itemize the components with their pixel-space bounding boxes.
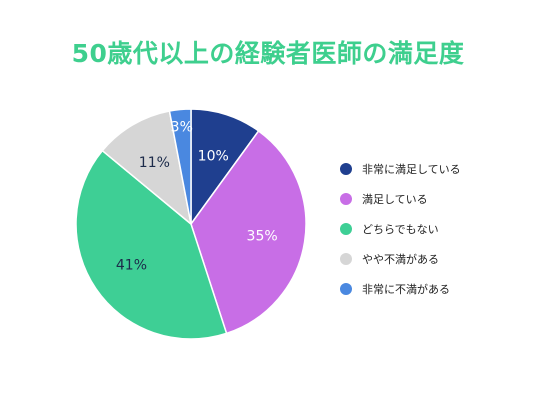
pie-slice-5 [168, 108, 192, 225]
legend-label: 非常に不満がある [362, 283, 450, 296]
legend-item-3: どちらでもない [340, 214, 461, 244]
legend: 非常に満足している 満足している どちらでもない やや不満がある 非常に不満がある [340, 154, 461, 304]
legend-item-5: 非常に不満がある [340, 274, 461, 304]
legend-swatch [340, 283, 352, 295]
pie-slice-label-3: 41% [116, 257, 147, 273]
legend-swatch [340, 223, 352, 235]
legend-label: やや不満がある [362, 253, 439, 266]
pie-slice-label-4: 11% [139, 155, 170, 171]
pie-slice-4 [101, 110, 193, 226]
legend-item-1: 非常に満足している [340, 154, 461, 184]
chart-title: 50歳代以上の経験者医師の満足度 [71, 39, 465, 68]
pie-slice-label-1: 10% [198, 149, 229, 165]
legend-item-4: やや不満がある [340, 244, 461, 274]
pie-slice-label-2: 35% [247, 228, 278, 244]
pie-slice-3 [75, 149, 228, 340]
legend-label: 非常に満足している [362, 163, 461, 176]
legend-swatch [340, 163, 352, 175]
pie-slice-1 [190, 108, 260, 227]
pie-slice-2 [190, 129, 307, 335]
legend-label: 満足している [362, 193, 428, 206]
legend-swatch [340, 253, 352, 265]
pie-slice-label-5: 3% [171, 119, 193, 135]
legend-label: どちらでもない [362, 223, 439, 236]
legend-swatch [340, 193, 352, 205]
legend-item-2: 満足している [340, 184, 461, 214]
